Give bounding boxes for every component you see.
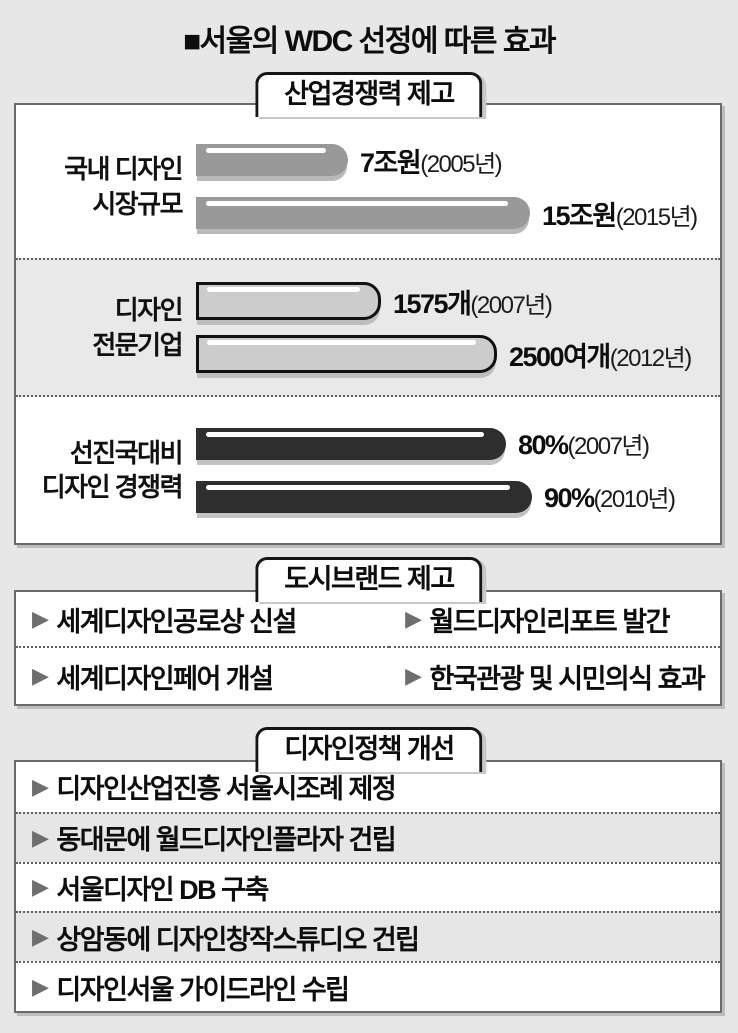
bar-value-label: 80%(2007년) [518, 426, 650, 461]
group-category-label: 디자인 전문기업 [16, 293, 196, 362]
bullet-triangle-icon: ▶ [32, 924, 49, 950]
industry-panel: 국내 디자인 시장규모 7조원(2005년) 15조원(2015년) 디자인 전문기… [14, 103, 722, 545]
bar-stack: 80%(2007년) 90%(2010년) [196, 427, 720, 514]
bar-highlight [206, 201, 508, 206]
bullet-triangle-icon: ▶ [32, 663, 49, 688]
bar-firms-2012 [196, 335, 497, 373]
bar-row: 80%(2007년) [196, 427, 720, 461]
chart-group-design-firms: 디자인 전문기업 1575개(2007년) 2500여개(2012년) [16, 258, 720, 397]
bar-stack: 1575개(2007년) 2500여개(2012년) [196, 282, 720, 374]
bar-year: (2007년) [567, 433, 650, 460]
bar-competitiveness-2010 [196, 480, 532, 513]
bar-value: 7조원 [360, 147, 422, 178]
category-line: 전문기업 [92, 329, 183, 360]
bar-value-label: 7조원(2005년) [360, 141, 503, 180]
brand-item-text: 세계디자인공로상 신설 [56, 606, 297, 637]
bar-market-2005 [196, 144, 348, 176]
policy-item-text: 디자인산업진흥 서울시조례 제정 [56, 774, 396, 805]
bar-row: 15조원(2015년) [196, 194, 720, 233]
bullet-triangle-icon: ▶ [405, 663, 422, 688]
bar-highlight [207, 287, 360, 292]
policy-item: ▶ 서울디자인 DB 구축 [16, 861, 720, 912]
bullet-triangle-icon: ▶ [32, 606, 49, 631]
category-line: 디자인 경쟁력 [41, 472, 184, 502]
brand-item: ▶ 세계디자인공로상 신설 [16, 592, 390, 648]
bar-row: 90%(2010년) [196, 480, 720, 514]
bar-highlight [206, 431, 484, 437]
policy-item-text: 서울디자인 DB 구축 [56, 874, 269, 905]
policy-panel: ▶ 디자인산업진흥 서울시조례 제정 ▶ 동대문에 월드디자인플라자 건립 ▶ 서울디… [14, 760, 722, 1013]
bar-highlight [206, 484, 510, 490]
policy-item-text: 동대문에 월드디자인플라자 건립 [56, 825, 396, 856]
section-tab-brand: 도시브랜드 제고 [255, 557, 483, 602]
bar-value-label: 15조원(2015년) [542, 194, 698, 233]
bar-highlight [206, 148, 326, 153]
policy-item: ▶ 디자인서울 가이드라인 수립 [16, 961, 720, 1011]
policy-item-text: 상암동에 디자인창작스튜디오 건립 [56, 924, 420, 955]
bar-value-label: 1575개(2007년) [393, 282, 553, 321]
bar-year: (2015년) [615, 203, 698, 231]
bullet-triangle-icon: ▶ [32, 874, 49, 900]
brand-item: ▶ 세계디자인페어 개설 [16, 648, 389, 704]
bar-row: 7조원(2005년) [196, 141, 720, 180]
bullet-triangle-icon: ▶ [405, 606, 422, 631]
brand-panel: ▶ 세계디자인공로상 신설 ▶ 월드디자인리포트 발간 ▶ 세계디자인페어 개설 ▶ 한… [14, 590, 722, 706]
bar-year: (2007년) [470, 291, 552, 319]
brand-grid: ▶ 세계디자인공로상 신설 ▶ 월드디자인리포트 발간 ▶ 세계디자인페어 개설 ▶ 한… [16, 592, 720, 704]
bar-value: 90% [544, 483, 595, 513]
category-line: 시장규모 [92, 188, 183, 219]
policy-item: ▶ 동대문에 월드디자인플라자 건립 [16, 811, 720, 862]
bullet-triangle-icon: ▶ [32, 974, 49, 1000]
bar-highlight [207, 340, 476, 345]
bar-stack: 7조원(2005년) 15조원(2015년) [196, 141, 720, 233]
bullet-triangle-icon: ▶ [32, 773, 49, 799]
bar-market-2015 [196, 197, 530, 229]
policy-item: ▶ 디자인산업진흥 서울시조례 제정 [16, 762, 720, 812]
category-line: 선진국대비 [69, 437, 184, 468]
bullet-triangle-icon: ▶ [32, 824, 49, 850]
chart-group-market-size: 국내 디자인 시장규모 7조원(2005년) 15조원(2015년) [16, 105, 720, 258]
bar-row: 2500여개(2012년) [196, 335, 720, 374]
bar-value: 15조원 [542, 200, 617, 231]
group-category-label: 국내 디자인 시장규모 [16, 152, 196, 221]
brand-item-text: 월드디자인리포트 발간 [429, 606, 671, 637]
bar-competitiveness-2007 [196, 427, 506, 460]
policy-item-text: 디자인서울 가이드라인 수립 [56, 974, 350, 1005]
page-title: ■서울의 WDC 선정에 따른 효과 [182, 25, 557, 58]
bar-value: 2500여개 [509, 341, 611, 372]
section-tab-policy: 디자인정책 개선 [255, 727, 483, 772]
bar-year: (2010년) [593, 486, 676, 513]
section-tab-industry: 산업경쟁력 제고 [255, 72, 483, 117]
category-line: 디자인 [114, 295, 184, 326]
brand-item: ▶ 한국관광 및 시민의식 효과 [389, 648, 720, 704]
bar-year: (2005년) [420, 150, 502, 178]
bar-value-label: 2500여개(2012년) [509, 335, 692, 374]
brand-item: ▶ 월드디자인리포트 발간 [389, 592, 720, 648]
category-line: 국내 디자인 [64, 154, 183, 185]
bar-firms-2007 [196, 282, 381, 320]
bar-value: 1575개 [393, 288, 472, 319]
bar-value: 80% [518, 430, 569, 460]
bar-row: 1575개(2007년) [196, 282, 720, 321]
brand-item-text: 세계디자인페어 개설 [56, 663, 274, 694]
brand-item-text: 한국관광 및 시민의식 효과 [429, 663, 706, 694]
policy-item: ▶ 상암동에 디자인창작스튜디오 건립 [16, 911, 720, 962]
bar-year: (2012년) [609, 344, 692, 372]
bar-value-label: 90%(2010년) [544, 479, 676, 514]
policy-list: ▶ 디자인산업진흥 서울시조례 제정 ▶ 동대문에 월드디자인플라자 건립 ▶ 서울디… [16, 762, 720, 1011]
